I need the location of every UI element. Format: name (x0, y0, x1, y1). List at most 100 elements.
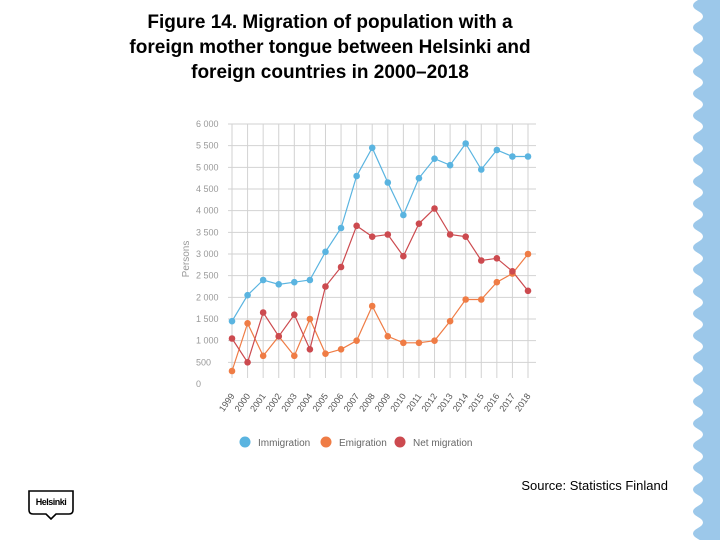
title-line-2: foreign mother tongue between Helsinki a… (129, 37, 531, 58)
data-point (368, 302, 376, 310)
y-tick-label: 500 (196, 357, 211, 367)
x-tick-label: 2007 (342, 391, 362, 413)
source-note: Source: Statistics Finland (521, 478, 668, 493)
series-points (228, 140, 532, 375)
slide-title: Figure 14. Migration of population with … (60, 10, 600, 85)
data-point (524, 250, 532, 258)
helsinki-logo: Helsinki (28, 490, 74, 521)
chart-grid (228, 123, 536, 378)
y-tick-label: 1 500 (196, 314, 219, 324)
y-tick-label: 6 000 (196, 119, 219, 129)
data-point (493, 278, 501, 286)
series-line (231, 253, 529, 372)
data-point (462, 296, 469, 303)
x-tick-label: 2006 (326, 391, 346, 413)
data-point (259, 352, 267, 360)
data-point (228, 317, 236, 325)
data-point (524, 287, 532, 295)
y-tick-label: 3 000 (196, 249, 219, 259)
data-point (322, 248, 329, 256)
x-tick-label: 2008 (357, 391, 377, 413)
x-tick-label: 2003 (279, 391, 299, 413)
data-point (446, 231, 454, 238)
data-point (337, 224, 345, 232)
x-tick-label: 2017 (497, 391, 517, 413)
y-tick-label: 4 000 (196, 206, 219, 216)
data-point (337, 346, 345, 353)
y-tick-label: 5 500 (196, 141, 219, 151)
data-point (306, 276, 314, 284)
data-point (259, 276, 267, 284)
data-point (415, 174, 423, 182)
wave-shape (693, 0, 720, 540)
y-tick-label: 1 000 (196, 336, 219, 346)
data-point (244, 320, 251, 327)
x-tick-label: 2018 (513, 391, 533, 413)
data-point (509, 268, 516, 275)
data-point (446, 161, 454, 169)
data-point (400, 252, 407, 260)
x-tick-label: 2001 (248, 391, 268, 413)
data-point (462, 233, 469, 240)
x-tick-label: 2014 (451, 391, 471, 413)
x-tick-label: 2004 (295, 391, 315, 413)
x-tick-label: 2013 (435, 391, 455, 413)
data-point (415, 220, 423, 227)
data-point (431, 337, 438, 344)
legend-swatch (320, 436, 332, 448)
y-axis-ticks: 0 500 1 000 1 500 2 000 2 500 3 000 3 500 4 000 4… (196, 119, 219, 389)
data-point (431, 155, 438, 162)
data-point (509, 153, 516, 160)
chart-legend: Immigration Emigration Net migration (239, 436, 472, 449)
data-point (275, 333, 283, 340)
data-point (446, 317, 454, 325)
x-tick-label: 2009 (373, 391, 393, 413)
data-point (259, 309, 267, 316)
data-point (384, 333, 392, 340)
logo-text: Helsinki (35, 497, 67, 507)
data-point (353, 172, 360, 180)
x-tick-label: 2016 (482, 391, 502, 413)
y-axis-label: Persons (181, 241, 192, 278)
y-tick-label: 2 000 (196, 292, 219, 302)
legend-swatch (394, 436, 406, 448)
data-point (228, 367, 236, 375)
x-tick-label: 1999 (217, 391, 237, 413)
logo-shield-icon (28, 490, 74, 521)
data-point (368, 233, 376, 240)
y-tick-label: 4 500 (196, 184, 219, 194)
x-tick-label: 2000 (233, 391, 253, 413)
title-line-3: foreign countries in 2000–2018 (191, 62, 469, 83)
data-point (477, 257, 485, 264)
data-point (353, 222, 360, 230)
data-point (353, 337, 360, 344)
data-point (368, 144, 376, 152)
data-point (244, 359, 251, 366)
data-point (524, 153, 532, 160)
series-line (231, 207, 529, 364)
x-tick-label: 2005 (310, 391, 330, 413)
data-point (493, 146, 501, 154)
data-point (291, 311, 298, 318)
y-tick-label: 2 500 (196, 271, 219, 281)
data-point (493, 255, 501, 262)
data-point (306, 346, 314, 353)
data-point (322, 350, 329, 357)
y-tick-label: 3 500 (196, 227, 219, 237)
x-axis-ticks: 1999200020012002200320042005200620072008… (217, 391, 533, 413)
x-tick-label: 2015 (466, 391, 486, 413)
data-point (337, 263, 345, 271)
x-tick-label: 2010 (388, 391, 408, 413)
data-point (306, 315, 314, 323)
y-tick-label: 0 (196, 379, 201, 389)
data-point (477, 166, 485, 173)
data-point (275, 281, 283, 288)
decorative-wave-strip (693, 0, 720, 540)
data-point (384, 179, 392, 186)
data-point (477, 296, 485, 303)
data-point (400, 339, 407, 347)
data-point (462, 140, 469, 147)
data-point (322, 283, 329, 290)
legend-label: Emigration (339, 438, 387, 449)
legend-label: Net migration (413, 438, 472, 449)
